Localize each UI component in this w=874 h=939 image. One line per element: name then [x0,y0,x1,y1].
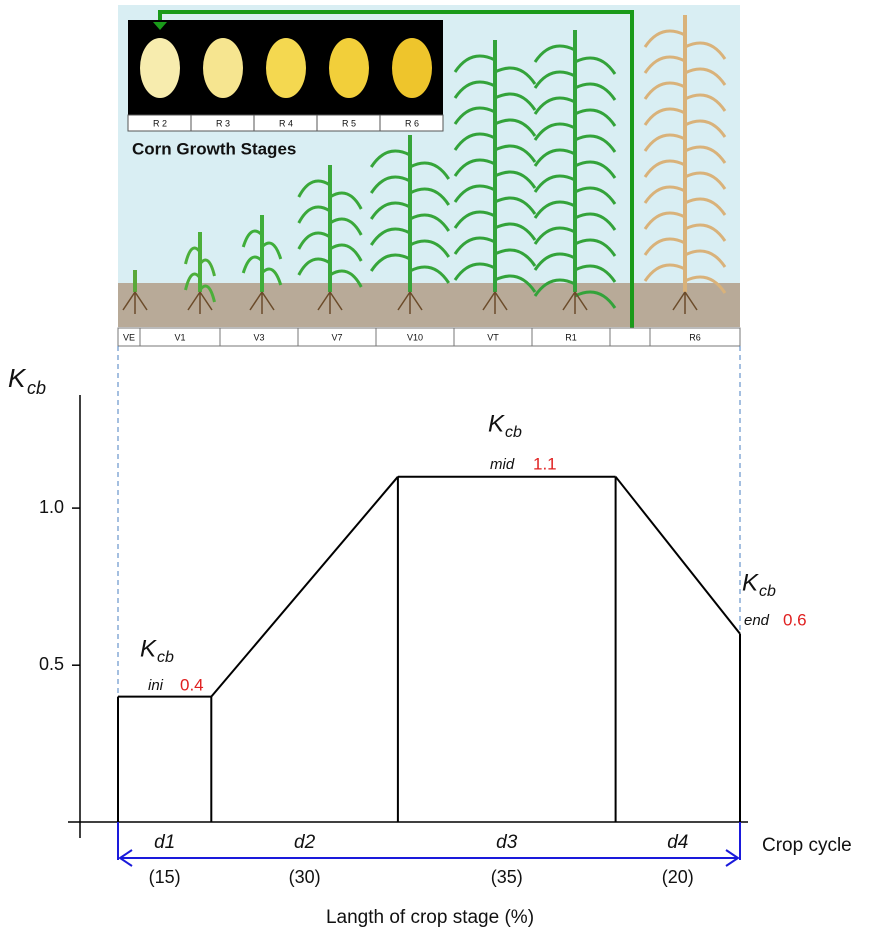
kernel-label: R 5 [342,118,356,128]
kcb-stage-name: ini [148,677,164,694]
kernel-label: R 6 [405,118,419,128]
kcb-subscript: cb [505,424,522,441]
kernel-label: R 4 [279,118,293,128]
y-axis-subscript: cb [27,378,46,398]
kcb-stage-name: end [744,612,770,629]
growth-stage-label: V3 [253,332,264,342]
stage-length: (20) [662,867,694,887]
kernel [140,38,180,98]
kcb-symbol: K [140,635,157,662]
stage-name: d3 [496,832,518,853]
growth-stage-label: V1 [174,332,185,342]
growth-stage-label: V10 [407,332,423,342]
kcb-value-label: 0.6 [783,610,807,629]
kcb-symbol: K [742,569,759,596]
growth-stage-bar [118,328,740,346]
kernel [203,38,243,98]
stage-name: d1 [154,832,175,853]
y-tick-label: 1.0 [39,497,64,517]
x-axis-label: Crop cycle [762,835,852,856]
growth-stage-label: R6 [689,332,701,342]
growth-stage-label: R1 [565,332,577,342]
kernel [266,38,306,98]
kcb-symbol: K [488,410,505,437]
kcb-subscript: cb [759,583,776,600]
y-axis-symbol: K [8,363,27,393]
stage-length: (15) [149,867,181,887]
kernel-label: R 3 [216,118,230,128]
kcb-stage-name: mid [490,456,515,473]
kcb-segment [211,477,398,697]
kcb-segment [616,477,740,634]
growth-stage-label: VT [487,332,499,342]
figure: Corn Growth Stages K cb Crop cycle Langt… [0,0,874,939]
growth-stage-label: V7 [331,332,342,342]
kernel [329,38,369,98]
kcb-value-label: 1.1 [533,454,557,473]
span-label: Langth of crop stage (%) [326,907,534,928]
kernel-label: R 2 [153,118,167,128]
growth-stage-label: VE [123,332,135,342]
stage-length: (30) [289,867,321,887]
kcb-subscript: cb [157,649,174,666]
illustration-title: Corn Growth Stages [132,139,296,158]
kcb-value-label: 0.4 [180,675,204,694]
y-tick-label: 0.5 [39,654,64,674]
stage-name: d4 [667,832,688,853]
stage-length: (35) [491,867,523,887]
stage-name: d2 [294,832,316,853]
kernel [392,38,432,98]
